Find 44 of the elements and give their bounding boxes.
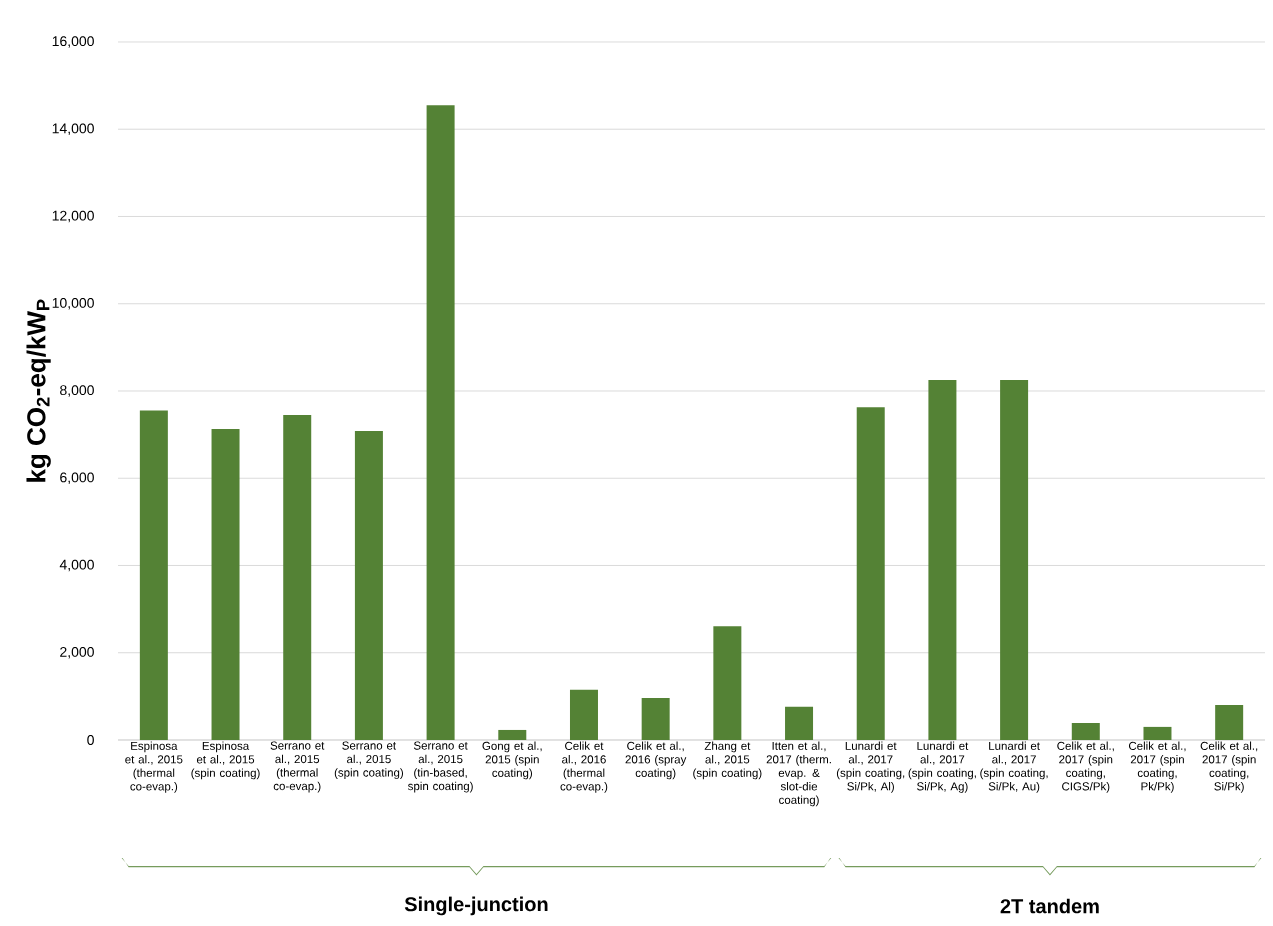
x-tick-label: Gong et al., 2015 (spin coating): [482, 741, 542, 780]
y-tick-label: 4,000: [59, 559, 94, 572]
bar: [283, 414, 312, 740]
y-tick-label: 8,000: [60, 385, 94, 397]
bar: [641, 698, 670, 740]
x-tick-label: Espinosa et al., 2015 (spin coating): [191, 741, 260, 780]
bar: [139, 410, 168, 740]
text: Single-junction: [404, 896, 548, 916]
bar: [498, 729, 527, 740]
y-tick-label: 6,000: [60, 472, 94, 485]
bar: [426, 105, 455, 740]
x-tick-label: Lunardi et al., 2017 (spin coating, Si/Pk, Au): [980, 741, 1048, 793]
y-tick-label: 12,000: [52, 210, 94, 223]
y-tick-label: 16,000: [52, 36, 94, 48]
bar: [354, 431, 383, 740]
x-tick-label: Serrano et al., 2015 (tin-based, spin coating): [407, 741, 473, 793]
y-axis-title: kg CO$_{2}$-eq/kW$_{P}$: [26, 299, 51, 482]
x-tick-label: Celik et al., 2017 (spin coating, Pk/Pk): [1128, 741, 1186, 793]
bar: [928, 380, 957, 740]
bar: [569, 689, 598, 740]
x-tick-label: Serrano et al., 2015 (thermal co-evap.): [270, 741, 325, 793]
x-tick-label: Celik et al., 2017 (spin coating, Si/Pk): [1200, 741, 1258, 793]
y-tick-label: 10,000: [52, 297, 94, 310]
x-tick-label: Itten et al., 2017 (therm. evap. & slot-die coating): [766, 741, 831, 807]
x-tick-label: Celik et al., 2017 (spin coating, CIGS/Pk): [1057, 741, 1114, 793]
x-tick-label: Zhang et al., 2015 (spin coating): [693, 741, 762, 780]
x-tick-label: Lunardi et al., 2017 (spin coating, Si/Pk, Al): [836, 741, 905, 793]
bar: [1215, 705, 1244, 740]
bar: [1000, 380, 1029, 740]
x-tick-label: Celik et al., 2016 (thermal co-evap.): [560, 741, 608, 793]
y-tick-label: 14,000: [52, 123, 94, 136]
bar: [1143, 726, 1172, 740]
x-tick-label: Serrano et al., 2015 (spin coating): [334, 741, 404, 779]
bar: [856, 407, 885, 740]
bar: [785, 706, 814, 740]
bar: [713, 626, 742, 740]
y-tick-label: 2,000: [60, 646, 94, 659]
x-tick-label: Celik et al., 2016 (spray coating): [625, 741, 687, 780]
text: 2T tandem: [1000, 898, 1099, 914]
x-tick-label: Lunardi et al., 2017 (spin coating, Si/Pk, Ag): [908, 741, 976, 793]
bar: [1071, 722, 1100, 740]
y-tick-label: 0: [87, 735, 94, 745]
x-tick-label: Espinosa et al., 2015 (thermal co-evap.): [125, 741, 183, 793]
bar: [211, 428, 240, 740]
